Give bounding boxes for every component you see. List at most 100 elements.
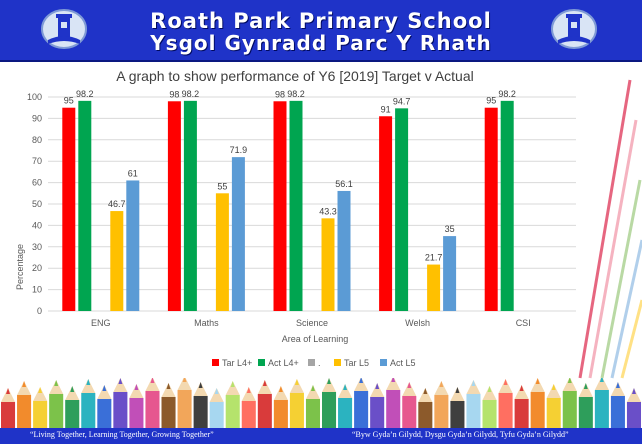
pencil-lead — [359, 378, 364, 383]
bar — [321, 218, 335, 311]
pencil-body — [113, 392, 128, 430]
data-label: 98.2 — [76, 89, 94, 99]
pencil-tip — [434, 381, 449, 395]
pencil-tip — [161, 383, 176, 397]
pencil-lead — [134, 384, 139, 390]
pencil-tip — [578, 383, 593, 397]
motto-english: “Living Together, Learning Together, Gro… — [30, 430, 214, 439]
pencil-body — [562, 391, 577, 430]
pencil-body — [241, 401, 256, 430]
pencil-lead — [166, 383, 171, 389]
pencil-tip — [225, 381, 240, 395]
school-crest-icon — [41, 9, 87, 49]
school-crest-icon — [551, 9, 597, 49]
x-tick-label: CSI — [516, 318, 531, 328]
pencil-tip — [418, 388, 433, 402]
pencil-tip — [289, 379, 304, 393]
motto-welsh: “Byw Gyda’n Gilydd, Dysgu Gyda’n Gilydd,… — [352, 430, 569, 439]
pencil-tip — [65, 386, 80, 400]
pencil-tip — [354, 378, 369, 391]
y-tick-label: 90 — [32, 113, 42, 123]
y-tick-label: 50 — [32, 199, 42, 209]
bar — [126, 180, 140, 311]
pencil-lead — [343, 384, 348, 390]
pencil-lead — [615, 382, 620, 388]
x-axis-label: Area of Learning — [282, 334, 349, 344]
school-name-welsh: Ysgol Gynradd Parc Y Rhath — [150, 31, 492, 55]
pencil-body — [322, 392, 337, 430]
pencil-lead — [230, 381, 235, 387]
legend-label: Tar L4+ — [222, 358, 252, 368]
pencil-lead — [6, 388, 11, 394]
pencil-lead — [310, 385, 315, 391]
chart-title: A graph to show performance of Y6 [2019]… — [116, 68, 474, 84]
pencil-body — [305, 399, 320, 430]
pencil-lead — [375, 383, 380, 389]
y-tick-label: 60 — [32, 178, 42, 188]
pencil-body — [177, 390, 192, 430]
chart-area: A graph to show performance of Y6 [2019]… — [0, 62, 642, 380]
data-label: 98.2 — [498, 89, 516, 99]
legend-label: Tar L5 — [344, 358, 369, 368]
pencil-tip — [257, 380, 272, 394]
pencil-tip — [610, 382, 625, 396]
pencil-lead — [38, 387, 43, 393]
data-label: 46.7 — [108, 199, 126, 209]
pencil-lead — [198, 382, 203, 388]
bar — [379, 116, 393, 311]
pencil-body — [97, 399, 112, 430]
bar — [337, 190, 351, 311]
pencil-body — [338, 398, 353, 430]
y-axis-label: Percentage — [15, 244, 25, 290]
pencil-lead — [54, 380, 59, 386]
legend-label: Act L5 — [390, 358, 416, 368]
pencil-lead — [503, 379, 508, 385]
pencil-body — [578, 397, 593, 430]
data-label: 98 — [275, 89, 285, 99]
pencil-lead — [246, 387, 251, 393]
bar — [167, 101, 181, 311]
pencil-tip — [241, 387, 256, 401]
pencil-tip — [113, 378, 128, 392]
pencil-body — [1, 402, 16, 430]
pencil-tip — [305, 385, 320, 399]
legend-swatch — [308, 359, 315, 366]
legend-label: Act L4+ — [268, 358, 299, 368]
pencil-lead — [455, 387, 460, 393]
pencil-body — [273, 400, 288, 430]
pencil-lead — [70, 386, 75, 392]
y-tick-label: 30 — [32, 242, 42, 252]
y-tick-label: 80 — [32, 135, 42, 145]
bar — [273, 101, 287, 311]
pencil-lead — [551, 384, 556, 390]
pencil-lead — [150, 378, 155, 383]
data-label: 71.9 — [230, 145, 248, 155]
pencil-tip — [81, 379, 96, 393]
pencil-body — [610, 396, 625, 430]
pencil-body — [418, 402, 433, 430]
bar — [395, 108, 409, 311]
pencil-lead — [102, 385, 107, 391]
pencil-lead — [519, 385, 524, 391]
decorative-streaks — [578, 79, 642, 379]
pencil-tip — [193, 382, 208, 396]
data-label: 56.1 — [335, 179, 353, 189]
bar — [78, 100, 92, 311]
pencil-tip — [402, 382, 417, 396]
pencil-tip — [338, 384, 353, 398]
pencil-tip — [466, 380, 481, 394]
pencil-body — [257, 394, 272, 430]
pencil-tip — [1, 388, 16, 402]
bar — [500, 100, 514, 311]
pencil-body — [434, 395, 449, 430]
x-tick-label: Welsh — [405, 318, 430, 328]
x-tick-label: Maths — [194, 318, 219, 328]
pencil-body — [33, 401, 48, 430]
pencil-lead — [423, 388, 428, 394]
bar — [427, 264, 441, 311]
pencil-lead — [535, 378, 540, 384]
pencil-body — [65, 400, 80, 430]
pencil-lead — [487, 386, 492, 392]
pencil-body — [466, 394, 481, 430]
pencil-tip — [97, 385, 112, 399]
